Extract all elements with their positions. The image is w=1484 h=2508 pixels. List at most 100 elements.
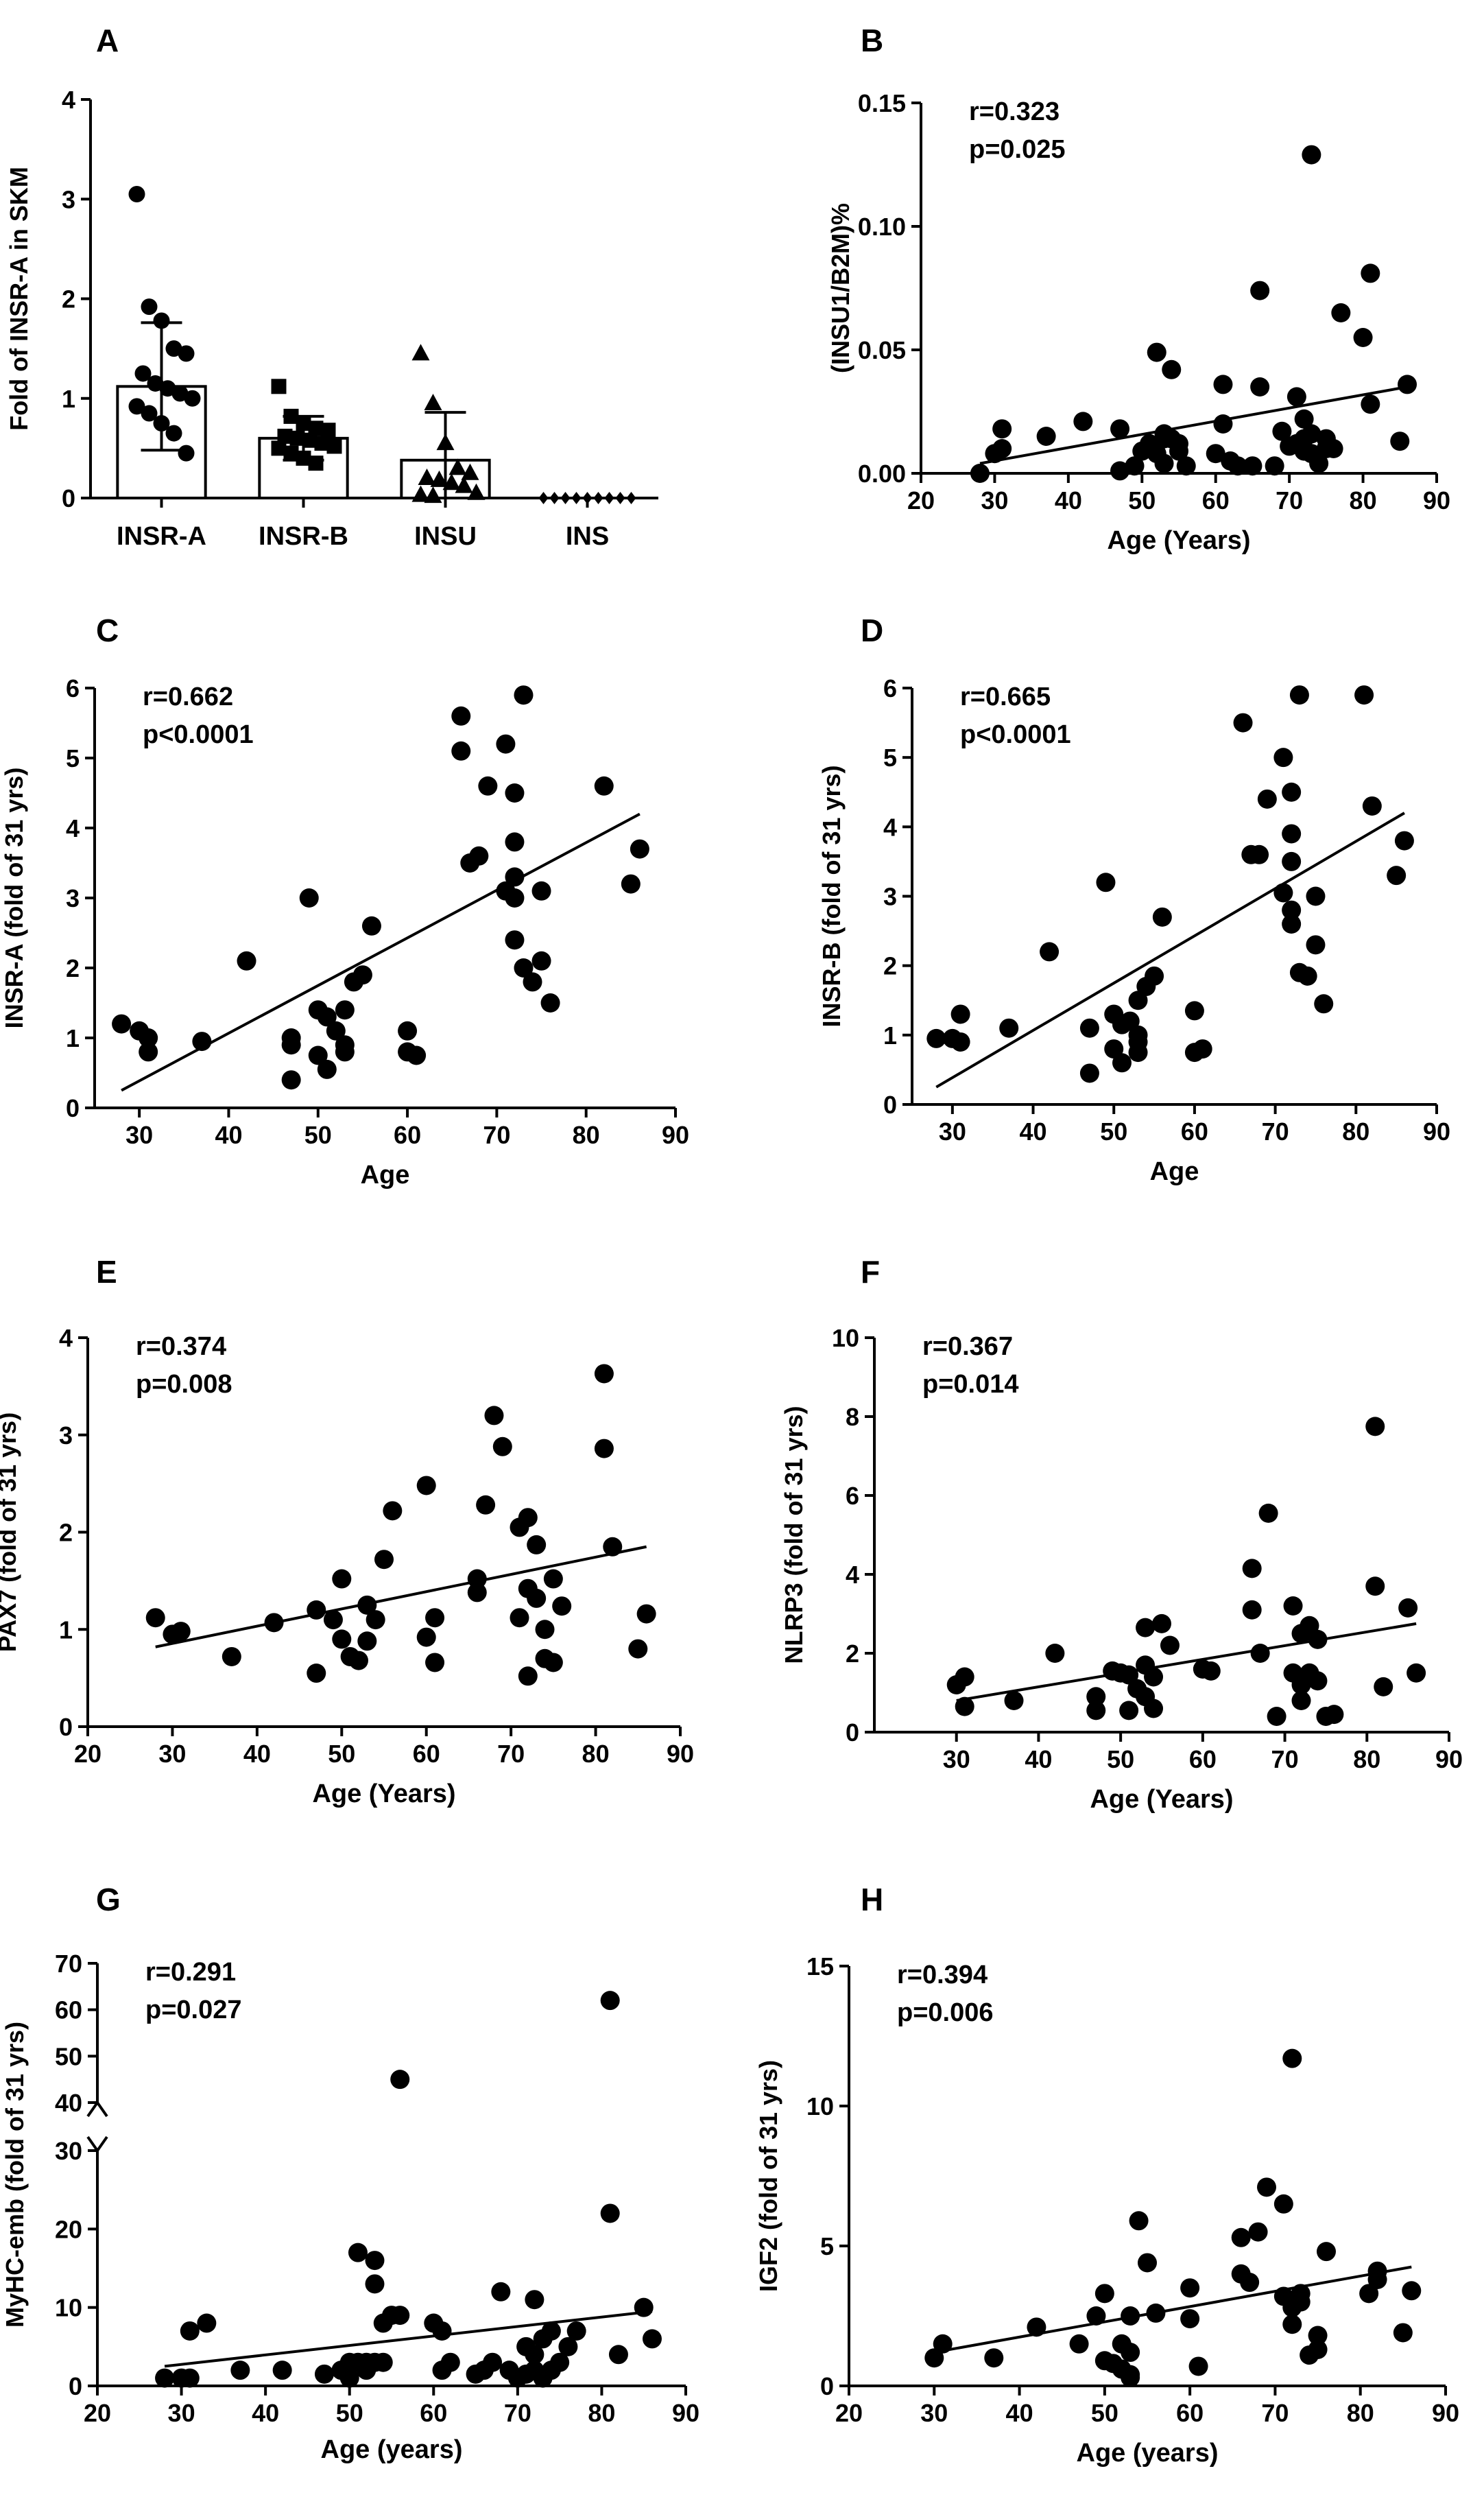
panel-f-ytick-label: 10 — [832, 1324, 859, 1352]
panel-e-point — [416, 1627, 436, 1647]
panel-e-x-label: Age (Years) — [312, 1779, 455, 1808]
panel-d-point — [1314, 994, 1334, 1014]
panel-a-ytick-label: 4 — [62, 86, 75, 114]
panel-e-point — [543, 1653, 563, 1672]
panel-h-point — [1129, 2211, 1149, 2231]
panel-d-fit-line — [935, 812, 1405, 1089]
panel-c-point — [505, 783, 525, 803]
panel-g-point — [339, 2368, 359, 2388]
panel-f-ytick-label: 8 — [846, 1403, 859, 1431]
panel-d-point — [1354, 685, 1374, 705]
panel-b-point — [1147, 342, 1166, 362]
panel-e-xtick-label: 20 — [74, 1740, 101, 1768]
panel-e-p-value: p=0.008 — [136, 1370, 232, 1399]
panel-f-xtick-label: 60 — [1189, 1745, 1217, 1773]
panel-b-point — [1162, 359, 1182, 379]
panel-h-point — [1308, 2339, 1328, 2359]
panel-b-point — [1206, 444, 1225, 464]
panel-h-ytick-label: 15 — [806, 1952, 834, 1980]
panel-h-xtick-label: 40 — [1006, 2399, 1033, 2427]
panel-c-point — [237, 951, 256, 971]
panel-b-point — [1272, 421, 1292, 441]
panel-f-point — [1374, 1677, 1393, 1696]
panel-a-point — [159, 380, 176, 397]
panel-f-point — [1308, 1671, 1328, 1691]
panel-a-point — [424, 486, 442, 504]
panel-c-point — [478, 776, 498, 796]
panel-c-x-label: Age — [361, 1161, 410, 1190]
panel-d-xtick-label: 60 — [1181, 1117, 1208, 1146]
panel-a-point — [141, 405, 158, 422]
panel-f-point — [1324, 1705, 1344, 1725]
panel-d-point — [1273, 748, 1293, 768]
panel-g-x-label: Age (years) — [321, 2435, 463, 2464]
panel-d-xtick-label: 50 — [1100, 1117, 1127, 1146]
panel-d-p-value: p<0.0001 — [960, 720, 1071, 749]
panel-c-point — [514, 958, 534, 978]
panel-c-point — [496, 734, 516, 754]
panel-b-ytick-label: 0.00 — [858, 460, 906, 488]
panel-e-ytick-label: 1 — [59, 1616, 73, 1644]
panel-e-point — [510, 1608, 529, 1628]
panel-a-point — [560, 492, 571, 504]
panel-c-point — [630, 839, 649, 859]
panel-f-point — [1267, 1707, 1286, 1726]
panel-b-point — [1110, 419, 1130, 439]
panel-d-point — [999, 1018, 1019, 1038]
panel-d-point — [1249, 844, 1269, 864]
panel-e-xtick-label: 30 — [158, 1740, 186, 1768]
panel-e-point — [222, 1646, 241, 1666]
panel-d-r-value: r=0.665 — [960, 683, 1051, 711]
panel-d-point — [1282, 824, 1302, 844]
panel-e-xtick-label: 50 — [328, 1740, 355, 1768]
panel-f-point — [955, 1667, 974, 1687]
panel-g-xtick-label: 70 — [504, 2399, 531, 2427]
panel-a-point — [538, 492, 549, 504]
panel-b-point — [1294, 409, 1314, 429]
panel-c-y-label: INSR-A (fold of 31 yrs) — [0, 768, 28, 1029]
panel-a-point — [178, 445, 195, 462]
panel-e-r-value: r=0.374 — [136, 1332, 226, 1361]
panel-e-point — [518, 1508, 538, 1528]
panel-c-point — [469, 846, 489, 866]
panel-e-point — [492, 1436, 512, 1456]
panel-h-point — [1317, 2242, 1336, 2262]
panel-e-ytick-label: 0 — [59, 1713, 73, 1741]
panel-h-point — [1359, 2284, 1379, 2304]
panel-a-point — [141, 298, 158, 316]
panel-b-xtick-label: 90 — [1423, 486, 1450, 514]
panel-g-ytick-label: 50 — [55, 2042, 82, 2070]
panel-e-point — [425, 1653, 445, 1672]
panel-a-point — [411, 485, 430, 502]
panel-h-point — [984, 2348, 1004, 2368]
panel-f-point — [1004, 1691, 1024, 1710]
panel-c-ytick-label: 2 — [66, 954, 80, 982]
panel-g-point — [365, 2251, 385, 2271]
panel-f-point — [1283, 1596, 1303, 1616]
panel-g-ytick-label: 0 — [69, 2372, 82, 2400]
panel-g-point — [180, 2368, 200, 2388]
panel-b-point — [1125, 456, 1145, 476]
panel-g-point — [541, 2321, 561, 2341]
panel-d-ytick-label: 0 — [883, 1091, 897, 1119]
panel-d-point — [1079, 1063, 1099, 1083]
panel-a-point — [582, 492, 593, 504]
panel-e-ytick-label: 2 — [59, 1519, 73, 1547]
panel-c-point — [299, 888, 319, 908]
panel-a-point — [296, 450, 311, 466]
panel-d-point — [1112, 1053, 1132, 1073]
panel-d-point — [1297, 966, 1317, 986]
panel-d-xtick-label: 30 — [939, 1117, 966, 1146]
panel-d-ytick-label: 1 — [883, 1021, 897, 1050]
panel-f-r-value: r=0.367 — [922, 1332, 1013, 1361]
panel-h-point — [1086, 2306, 1106, 2326]
panel-g-r-value: r=0.291 — [145, 1958, 236, 1987]
panel-c-fit-line — [121, 812, 641, 1092]
panel-h-point — [1094, 2284, 1114, 2304]
panel-b-p-value: p=0.025 — [969, 135, 1066, 164]
panel-e-point — [535, 1620, 555, 1640]
panel-d-xtick-label: 70 — [1262, 1117, 1289, 1146]
panel-b-xtick-label: 20 — [907, 486, 935, 514]
panel-a-point — [165, 340, 182, 357]
panel-c-point — [317, 1007, 337, 1027]
